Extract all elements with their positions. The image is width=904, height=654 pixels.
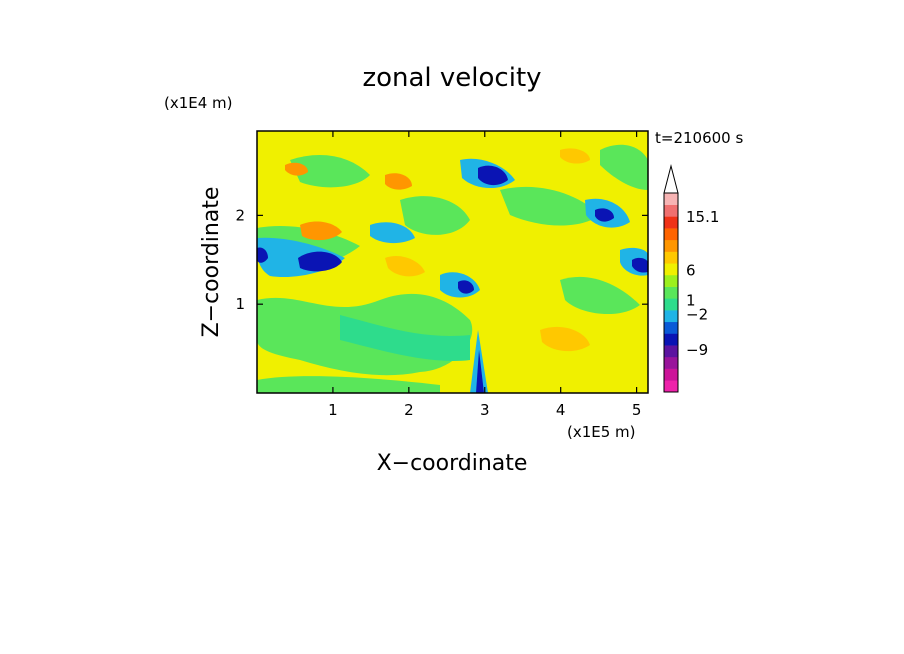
plot-frame <box>256 130 649 394</box>
colorbar-extension-arrow <box>663 164 679 194</box>
colorbar-swatch <box>664 298 678 311</box>
colorbar-swatch <box>664 251 678 264</box>
y-axis-label: Z−coordinate <box>199 187 224 338</box>
mountain-spike-core <box>476 350 484 393</box>
colorbar-swatch <box>664 333 678 346</box>
contour-band <box>400 196 470 235</box>
time-label: t=210600 s <box>655 129 743 147</box>
contour-warm <box>560 148 590 164</box>
contour-warm <box>385 173 412 190</box>
colorbar-label: 1 <box>686 291 696 309</box>
colorbar-swatch <box>664 228 678 241</box>
contour-fill <box>257 144 648 393</box>
contour-core <box>478 165 508 186</box>
colorbar-swatch <box>664 368 678 381</box>
axis-ticks: 1 2 3 4 5 1 2 <box>235 131 648 419</box>
colorbar-swatch <box>664 216 678 229</box>
colorbar-swatch <box>664 356 678 369</box>
x-tick-label: 4 <box>556 401 566 419</box>
x-tick-label: 3 <box>480 401 490 419</box>
colorbar-label: −9 <box>686 341 708 359</box>
contour-core <box>257 247 268 263</box>
colorbar-swatch <box>664 345 678 358</box>
contour-band <box>257 376 440 393</box>
colorbar-swatch <box>664 193 678 206</box>
y-tick-label: 1 <box>235 295 245 313</box>
contour-core <box>298 251 342 272</box>
contour-warm <box>285 162 308 176</box>
colorbar: 15.1 6 1−2 −9 <box>663 164 719 393</box>
x-axis-label: X−coordinate <box>377 451 528 476</box>
contour-band <box>370 222 415 244</box>
colorbar-swatch <box>664 321 678 334</box>
contour-core <box>595 208 614 222</box>
x-unit-label: (x1E5 m) <box>567 423 636 441</box>
colorbar-frame <box>663 192 679 393</box>
x-tick-label: 1 <box>328 401 338 419</box>
colorbar-swatch <box>664 263 678 276</box>
colorbar-label: 15.1 <box>686 208 719 226</box>
contour-core <box>458 280 474 294</box>
chart-title: zonal velocity <box>362 63 541 93</box>
plot-area: 1 2 3 4 5 1 2 <box>235 130 649 419</box>
contour-band <box>340 315 470 361</box>
x-tick-label: 2 <box>404 401 414 419</box>
x-tick-label: 5 <box>632 401 642 419</box>
colorbar-label: 6 <box>686 262 696 280</box>
y-unit-label: (x1E4 m) <box>164 94 233 112</box>
colorbar-swatch <box>664 310 678 323</box>
colorbar-swatch <box>664 239 678 252</box>
contour-band <box>500 186 600 226</box>
colorbar-swatch <box>664 274 678 287</box>
colorbar-swatch <box>664 380 678 393</box>
colorbar-swatch <box>664 204 678 217</box>
contour-band <box>290 155 370 188</box>
contour-core <box>632 257 648 273</box>
contour-band <box>600 144 648 190</box>
contour-warm <box>300 221 342 241</box>
y-tick-label: 2 <box>235 206 245 224</box>
colorbar-swatch <box>664 286 678 299</box>
contour-band <box>560 276 640 315</box>
contour-warm <box>540 326 590 352</box>
colorbar-label: −2 <box>686 305 708 323</box>
contour-warm <box>385 255 425 277</box>
